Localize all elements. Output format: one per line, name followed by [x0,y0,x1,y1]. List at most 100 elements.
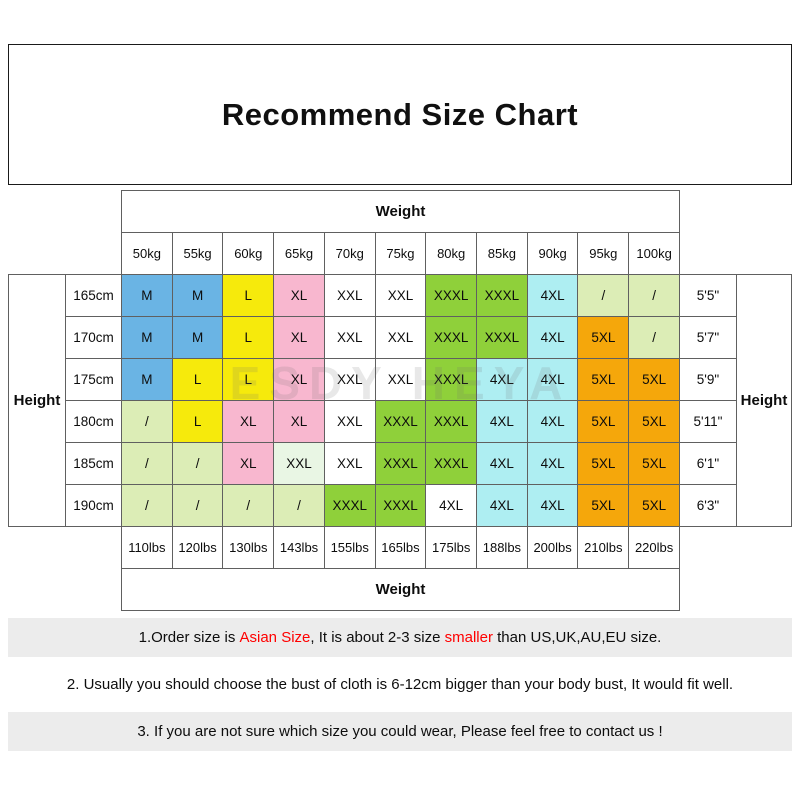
size-cell: 5XL [577,316,630,359]
lbs-label: 110lbs [121,526,173,569]
kg-label: 50kg [121,232,173,275]
size-cell: XXL [273,442,325,485]
kg-label: 55kg [171,232,224,275]
size-cell: 5XL [628,484,680,527]
kg-label: 85kg [476,232,528,275]
lbs-label: 175lbs [425,526,478,569]
size-chart-table: Weight 50kg 55kg 60kg 65kg 70kg 75kg 80kg 85kg 90… [8,190,792,611]
size-cell: XL [222,442,275,485]
size-cell: / [628,316,680,359]
height-label-left: Height [8,274,66,527]
size-cell: / [222,484,275,527]
notes-section: 1.Order size is Asian Size, It is about … [8,618,792,751]
size-cell: 4XL [476,484,528,527]
note-text: , It is about 2-3 size [310,629,445,646]
size-cell: XXXL [425,442,478,485]
size-cell: XXL [374,274,427,317]
kg-label: 60kg [222,232,275,275]
corner-spacer [679,190,792,233]
size-cell: M [121,358,173,401]
height-label-right: Height [736,274,792,527]
height-ft-label: 5'7" [679,316,737,359]
height-ft-label: 5'5" [679,274,737,317]
size-cell: L [171,358,224,401]
size-cell: XXXL [425,316,478,359]
lbs-label: 210lbs [577,526,630,569]
size-cell: XXXL [374,400,427,443]
note-text: 1.Order size is [138,629,240,646]
size-cell: / [273,484,325,527]
size-cell: XXL [323,442,376,485]
size-cell: 5XL [577,400,630,443]
size-cell: XXL [323,358,376,401]
size-cell: L [222,274,275,317]
size-cell: XXXL [425,358,478,401]
size-cell: XXXL [425,400,478,443]
size-row: 175cm M L L XL XXL XXL XXXL 4XL 4XL 5XL 5XL 5'9" [9,358,792,401]
lbs-label: 165lbs [374,526,427,569]
kg-label: 70kg [323,232,376,275]
size-cell: 5XL [628,358,680,401]
size-cell: XXXL [374,484,427,527]
size-cell: 5XL [577,358,630,401]
page-title: Recommend Size Chart [221,96,579,132]
size-cell: XL [273,316,325,359]
height-cm-label: 165cm [65,274,122,317]
size-cell: XXL [323,400,376,443]
lbs-label: 130lbs [222,526,275,569]
size-cell: XXXL [476,274,528,317]
lbs-label: 188lbs [476,526,528,569]
corner-spacer [679,568,792,611]
size-cell: / [171,484,224,527]
title-box: Recommend Size Chart [8,44,792,185]
kg-label: 65kg [273,232,325,275]
weight-footer-row: Weight [8,568,792,611]
corner-spacer [679,526,792,569]
size-row: 185cm / / XL XXL XXL XXXL XXXL 4XL 4XL 5XL 5XL 6'1" [9,442,792,485]
size-cell: M [171,316,224,359]
height-cm-label: 180cm [65,400,122,443]
size-cell: 4XL [476,358,528,401]
lbs-label: 220lbs [628,526,680,569]
size-cell: XXXL [374,442,427,485]
kg-label: 95kg [577,232,630,275]
size-cell: M [171,274,224,317]
note-2: 2. Usually you should choose the bust of… [8,665,792,704]
size-cell: L [222,316,275,359]
size-cell: XXL [323,316,376,359]
size-cell: 4XL [526,274,579,317]
lbs-label: 155lbs [323,526,376,569]
corner-spacer [8,568,122,611]
note-text: than US,UK,AU,EU size. [492,629,662,646]
note-3: 3. If you are not sure which size you co… [8,712,792,751]
lbs-label: 200lbs [526,526,579,569]
size-cell: M [121,316,173,359]
note-text: 3. If you are not sure which size you co… [137,723,663,740]
size-cell: / [121,484,173,527]
height-cm-label: 185cm [65,442,122,485]
size-cell: 5XL [577,442,630,485]
kg-label: 100kg [628,232,680,275]
kg-label: 75kg [374,232,427,275]
size-row: 190cm / / / / XXXL XXXL 4XL 4XL 4XL 5XL 5XL 6'3" [9,484,792,527]
size-cell: XXXL [323,484,376,527]
size-cell: 4XL [526,442,579,485]
height-ft-label: 5'9" [679,358,737,401]
kg-row: 50kg 55kg 60kg 65kg 70kg 75kg 80kg 85kg 90kg 95kg… [8,232,792,275]
size-cell: 4XL [425,484,478,527]
size-cell: L [171,400,224,443]
note-1: 1.Order size is Asian Size, It is about … [8,618,792,657]
size-row: 180cm / L XL XL XXL XXXL XXXL 4XL 4XL 5XL 5XL 5'11" [9,400,792,443]
kg-label: 80kg [425,232,478,275]
size-cell: 5XL [628,442,680,485]
size-cell: / [171,442,224,485]
lbs-label: 143lbs [273,526,325,569]
size-cell: 4XL [476,400,528,443]
corner-spacer [8,526,122,569]
height-ft-label: 6'1" [679,442,737,485]
size-cell: L [222,358,275,401]
kg-label: 90kg [526,232,579,275]
size-cell: / [577,274,630,317]
corner-spacer [8,190,122,233]
